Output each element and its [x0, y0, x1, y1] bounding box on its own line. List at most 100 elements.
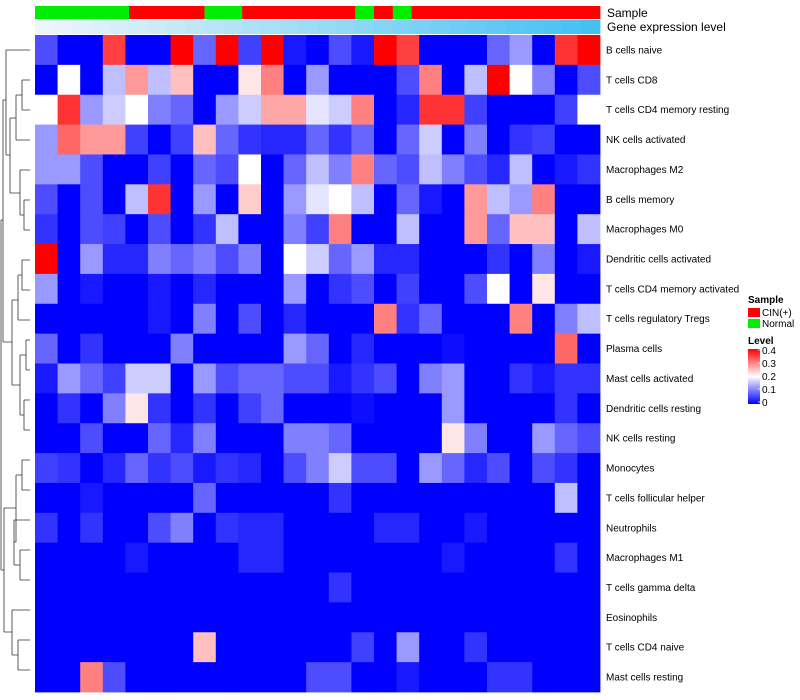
heatmap-cell: [554, 154, 578, 185]
heatmap-cell: [57, 363, 81, 394]
expression-track-cell: [72, 20, 92, 34]
expression-track-cell: [374, 20, 394, 34]
heatmap-cell: [532, 303, 556, 335]
heatmap-cell: [35, 572, 58, 603]
heatmap-cell: [148, 35, 171, 66]
heatmap-cell: [57, 542, 81, 573]
row-label: Macrophages M1: [606, 553, 684, 564]
heatmap-cell: [306, 35, 330, 66]
heatmap-cell: [283, 453, 307, 484]
heatmap-cell: [577, 35, 601, 66]
heatmap-cell: [57, 632, 81, 663]
expression-track-cell: [581, 20, 601, 34]
heatmap-cell: [532, 632, 556, 663]
row-labels: B cells naive T cells CD8 T cells CD4 memo…: [606, 45, 739, 683]
heatmap-cell: [351, 602, 375, 633]
row-label: Dendritic cells activated: [606, 254, 711, 265]
heatmap-cell: [80, 393, 104, 424]
heatmap-cell: [441, 124, 465, 155]
row-label: Dendritic cells resting: [606, 404, 701, 415]
heatmap-cell: [283, 363, 307, 394]
heatmap-cell: [306, 94, 330, 125]
heatmap-cell: [238, 124, 262, 155]
heatmap-cell: [487, 184, 510, 215]
heatmap-cell: [306, 273, 330, 305]
heatmap-cell: [35, 35, 58, 66]
heatmap-cell: [487, 453, 510, 484]
heatmap-cell: [577, 482, 601, 514]
heatmap-cell: [170, 124, 194, 155]
heatmap-cell: [464, 124, 488, 155]
heatmap-cell: [487, 35, 510, 66]
heatmap-cell: [464, 572, 488, 603]
heatmap-cell: [554, 393, 578, 424]
heatmap-cell: [532, 35, 556, 66]
level-tick-0-4: 0.4: [762, 346, 776, 357]
heatmap-cell: [306, 572, 330, 603]
heatmap-cell: [554, 602, 578, 633]
heatmap-cell: [396, 94, 420, 125]
legend-swatch-normal: [748, 319, 760, 328]
heatmap-cell: [306, 184, 330, 215]
expression-track-cell: [35, 20, 55, 34]
expression-track-cell: [91, 20, 111, 34]
heatmap-cell: [102, 244, 126, 275]
heatmap-cell: [419, 124, 443, 155]
expression-track-cell: [110, 20, 130, 34]
heatmap-cell: [419, 94, 443, 125]
sample-track-cell: [129, 6, 149, 19]
heatmap-cell: [80, 632, 104, 663]
heatmap-cell: [577, 662, 601, 693]
sample-legend-title: Sample: [748, 295, 784, 306]
heatmap-cell: [125, 542, 149, 573]
heatmap-cell: [57, 393, 81, 424]
heatmap-cell: [351, 303, 375, 335]
heatmap-cell: [283, 303, 307, 335]
heatmap-cell: [80, 124, 104, 155]
heatmap-cell: [374, 423, 397, 454]
heatmap-cell: [238, 35, 262, 66]
heatmap-cell: [148, 482, 171, 514]
expression-track-cell: [543, 20, 563, 34]
heatmap-cell: [351, 632, 375, 663]
heatmap-cell: [283, 542, 307, 573]
heatmap-cell: [441, 453, 465, 484]
heatmap-cell: [283, 273, 307, 305]
heatmap-cell: [170, 393, 194, 424]
heatmap-cell: [125, 303, 149, 335]
heatmap-cell: [328, 363, 352, 394]
heatmap-cell: [80, 662, 104, 693]
heatmap-cell: [396, 124, 420, 155]
heatmap-cell: [532, 214, 556, 245]
heatmap-cell: [396, 393, 420, 424]
heatmap-cell: [148, 244, 171, 275]
heatmap-cell: [102, 542, 126, 573]
heatmap-cell: [464, 632, 488, 663]
heatmap-cell: [441, 94, 465, 125]
heatmap-cell: [441, 184, 465, 215]
heatmap-cell: [374, 273, 397, 305]
sample-track-cell: [374, 6, 394, 19]
heatmap-cell: [509, 482, 533, 514]
expression-track-cell: [449, 20, 469, 34]
expression-track-cell: [317, 20, 337, 34]
heatmap-cell: [238, 244, 262, 275]
heatmap-cell: [419, 273, 443, 305]
heatmap-cell: [328, 662, 352, 693]
heatmap-cell: [261, 35, 284, 66]
heatmap-cell: [125, 393, 149, 424]
heatmap-cell: [261, 303, 284, 335]
heatmap-cell: [238, 453, 262, 484]
heatmap-cell: [441, 154, 465, 185]
heatmap-cell: [464, 184, 488, 215]
heatmap-cell: [125, 244, 149, 275]
heatmap-cell: [487, 124, 510, 155]
sample-track-cell: [430, 6, 450, 19]
heatmap-cell: [554, 35, 578, 66]
heatmap-cell: [396, 482, 420, 514]
row-label: Macrophages M2: [606, 165, 684, 176]
heatmap-cell: [464, 512, 488, 544]
heatmap-cell: [193, 244, 217, 275]
heatmap-cell: [306, 303, 330, 335]
heatmap-cell: [215, 542, 239, 573]
